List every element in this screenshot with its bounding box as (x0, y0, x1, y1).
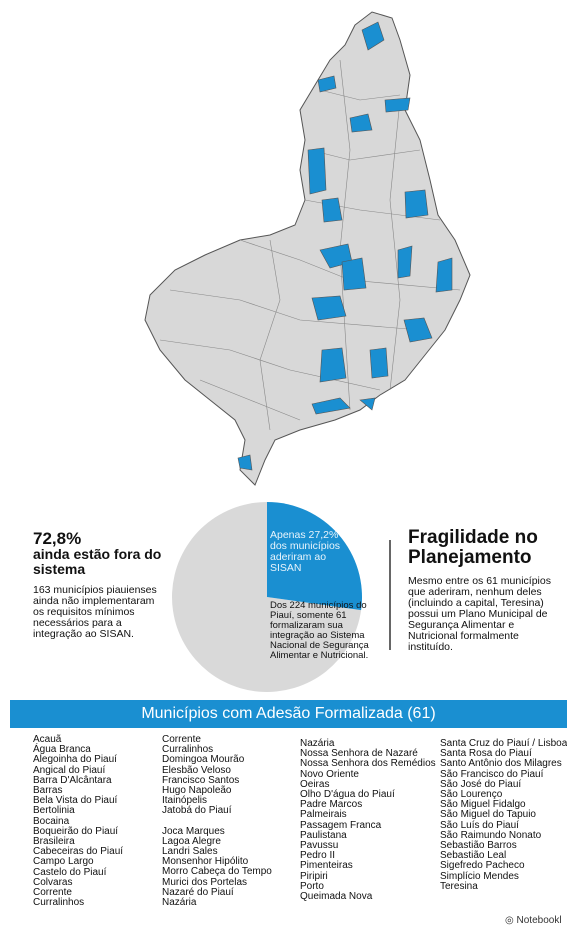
municipality: Morro Cabeça do Tempo (162, 866, 272, 878)
municipality: São Miguel do Tapuio (440, 809, 536, 821)
municipality: Itainópelis (162, 795, 208, 807)
municipality: Santa Rosa do Piauí (440, 748, 532, 760)
municipality: São Francisco do Piauí (440, 768, 544, 780)
municipality: Passagem Franca (300, 819, 382, 831)
municipality: Nazaré do Piauí (162, 886, 234, 898)
municipality: Teresina (440, 880, 478, 892)
column: Corrente Curralinhos Domingoa Mourão Elesbã… (162, 734, 272, 909)
municipality: Paulistana (300, 829, 347, 841)
municipality: Sebastião Leal (440, 850, 507, 862)
graphic (144, 11, 471, 692)
municipality: Colvaras (33, 876, 73, 888)
municipality: Santa Cruz do Piauí / Lisboa (440, 738, 567, 749)
municipality: Queimada Nova (300, 891, 373, 903)
municipality: Corrente (162, 734, 201, 745)
municipality: Hugo Napoleão (162, 785, 232, 797)
municipality: Piripiri (300, 870, 328, 882)
municipality: Nossa Senhora de Nazaré (300, 748, 418, 760)
slice-label: Apenas 27,2% dos municípios aderiram ao … (270, 529, 341, 574)
municipality: Landri Sales (162, 846, 218, 858)
municipality: Acauã (33, 734, 62, 745)
municipality: Boqueirão do Piauí (33, 825, 119, 837)
municipality: Pedro II (300, 850, 336, 862)
municipality: São Luís do Piauí (440, 819, 519, 831)
pie-note: Dos 224 municípios do Piauí, somente 61 … (270, 600, 369, 661)
title: Fragilidade no Planejamento (408, 527, 538, 568)
municipality: Simplício Mendes (440, 870, 519, 882)
municipality: Curralinhos (33, 897, 85, 909)
municipality: Curralinhos (162, 744, 214, 756)
body: Mesmo entre os 61 municípios que aderira… (408, 575, 551, 653)
municipality: Jatobá do Piauí (162, 805, 232, 817)
municipality: Campo Largo (33, 856, 94, 868)
municipality: Padre Marcos (300, 799, 363, 811)
municipality: Oeiras (300, 778, 330, 790)
footer: ◎ Notebookl (505, 915, 562, 926)
municipality: Nazária (300, 738, 335, 749)
municipality: Castelo do Piauí (33, 866, 107, 878)
municipality: Cabeceiras do Piauí (33, 846, 124, 858)
headline: 72,8% (33, 529, 82, 548)
pie-slice (172, 502, 362, 692)
column: Nazária Nossa Senhora de Nazaré Nossa Senh… (300, 738, 436, 903)
municipality: Brasileira (33, 836, 75, 848)
municipality: Nossa Senhora dos Remédios (300, 758, 436, 770)
subhead: ainda estão fora do sistema (33, 546, 162, 577)
municipality: Olho D'água do Piauí (300, 789, 395, 801)
municipality: Bertolinia (33, 805, 75, 817)
municipality: Francisco Santos (162, 774, 240, 786)
municipality: Palmeirais (300, 809, 347, 821)
municipality: Bela Vista do Piauí (33, 795, 118, 807)
municipality: Corrente (33, 887, 72, 899)
municipality: São Miguel Fidalgo (440, 799, 526, 811)
map (144, 11, 471, 486)
column: Acauã Água Branca Alegoinha do Piauí Angica… (33, 734, 124, 909)
municipality: Pavussu (300, 840, 339, 852)
municipality: Angical do Piauí (33, 764, 106, 776)
municipality: Murici dos Portelas (162, 876, 248, 888)
municipality: Lagoa Alegre (162, 835, 221, 847)
right-block: Fragilidade no Planejamento Mesmo entre … (408, 528, 558, 653)
adhered-municipalities (237, 21, 453, 471)
municipality: Monsenhor Hipólito (162, 856, 249, 868)
left-block: 72,8% ainda estão fora do sistema 163 mu… (33, 530, 173, 640)
column: Santa Cruz do Piauí / Lisboa Santa Rosa d… (440, 738, 567, 892)
municipality: Santo Antônio dos Milagres (440, 758, 562, 770)
municipality: Bocaina (33, 815, 70, 827)
banner: Municípios com Adesão Formalizada (61) (10, 700, 567, 728)
municipality: Nazária (162, 897, 197, 909)
pie-chart (172, 502, 363, 692)
municipality: Pimenteiras (300, 860, 353, 872)
municipality: Elesbão Veloso (162, 764, 231, 776)
municipality: Barra D'Alcântara (33, 774, 112, 786)
footer-text: Notebookl (516, 915, 562, 926)
municipality: Joca Marques (162, 825, 225, 837)
municipality: Novo Oriente (300, 768, 359, 780)
municipality: Domingoa Mourão (162, 754, 245, 766)
body: 163 municípios piauienses ainda não impl… (33, 584, 157, 640)
municipality: São José do Piauí (440, 778, 522, 790)
municipality: Sebastião Barros (440, 840, 517, 852)
municipality: Alegoinha do Piauí (33, 754, 117, 766)
pie-slice (267, 502, 363, 611)
municipality: Porto (300, 880, 324, 892)
municipality: Água Branca (33, 744, 91, 756)
municipality: Barras (33, 785, 63, 797)
municipality: São Lourenço (440, 789, 503, 801)
municipality: Sigefredo Pacheco (440, 860, 525, 872)
municipality: São Raimundo Nonato (440, 829, 542, 841)
